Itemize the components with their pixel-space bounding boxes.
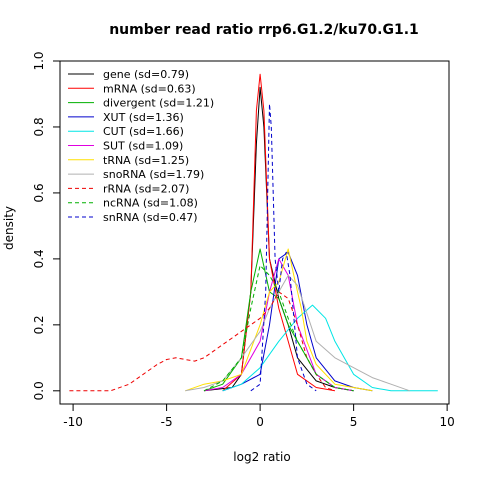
legend-entry-label: rRNA (sd=2.07) — [103, 182, 189, 195]
legend-entry-label: divergent (sd=1.21) — [103, 97, 214, 110]
legend: gene (sd=0.79)mRNA (sd=0.63) divergent (s… — [68, 68, 214, 224]
x-tick-label: -5 — [161, 415, 173, 429]
y-tick-label: 0.8 — [32, 117, 46, 136]
x-tick-label: -10 — [63, 415, 83, 429]
legend-entry-label: snRNA (sd=0.47) — [103, 211, 198, 224]
x-axis-label: log2 ratio — [233, 450, 290, 464]
legend-entry-label: gene (sd=0.79) — [103, 68, 189, 81]
legend-entry-label: mRNA (sd=0.63) — [103, 82, 196, 95]
y-axis-label: density — [2, 206, 16, 250]
legend-entry-label: tRNA (sd=1.25) — [103, 154, 189, 167]
legend-entry-label: SUT (sd=1.09) — [103, 140, 183, 153]
series-line-8 — [69, 291, 336, 392]
y-tick-label: 0.6 — [32, 183, 46, 202]
legend-entry-label: snoRNA (sd=1.79) — [103, 168, 204, 181]
y-tick-label: 0.2 — [32, 315, 46, 334]
x-tick-label: 5 — [350, 415, 358, 429]
y-tick-label: 1.0 — [32, 51, 46, 70]
series-line-9 — [203, 265, 354, 392]
y-tick-label: 0.4 — [32, 249, 46, 268]
legend-entry-label: ncRNA (sd=1.08) — [103, 197, 198, 210]
series-line-3 — [222, 251, 373, 392]
plot-frame — [59, 60, 450, 405]
legend-entry-label: XUT (sd=1.36) — [103, 111, 184, 124]
series-line-6 — [185, 248, 373, 392]
axis-ticks: -10 -5 0 5 10 0.0 0.2 0.4 0.6 0.8 1.0 — [32, 51, 455, 429]
y-tick-label: 0.0 — [32, 381, 46, 400]
series-lines — [69, 73, 438, 392]
legend-entry-label: CUT (sd=1.66) — [103, 125, 184, 138]
x-tick-label: 0 — [256, 415, 264, 429]
series-line-4 — [222, 304, 438, 392]
x-tick-label: 10 — [439, 415, 454, 429]
chart-title: number read ratio rrp6.G1.2/ku70.G1.1 — [109, 22, 419, 38]
